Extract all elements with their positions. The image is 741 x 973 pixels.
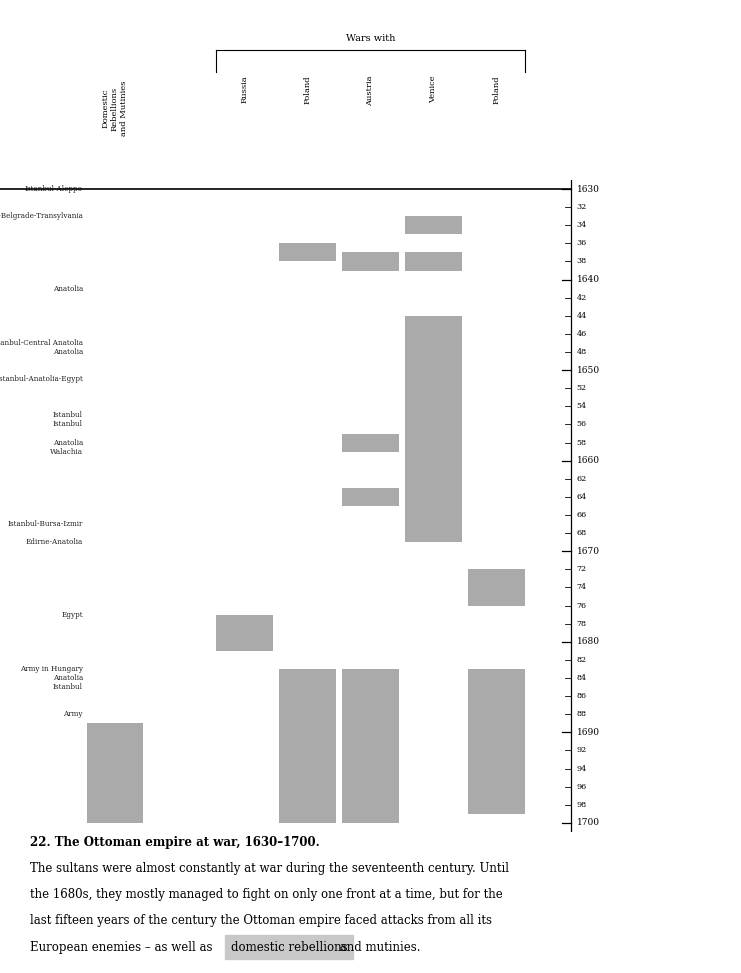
Text: Istanbul-Bursa-Izmir: Istanbul-Bursa-Izmir [7,521,83,528]
Text: 32: 32 [576,203,587,211]
Bar [468,569,525,605]
Text: 1630: 1630 [576,185,599,194]
Text: 56: 56 [576,420,587,428]
Text: 22. The Ottoman empire at war, 1630–1700.: 22. The Ottoman empire at war, 1630–1700… [30,836,319,849]
Text: Anatolia: Anatolia [53,674,83,682]
Bar [216,615,273,651]
Text: European enemies – as well as: European enemies – as well as [30,941,216,954]
Text: 98: 98 [576,801,587,809]
Bar [468,669,525,813]
Text: 1700: 1700 [576,818,599,827]
Text: 34: 34 [576,221,587,230]
Text: 64: 64 [576,493,587,501]
Text: Domestic
Rebellions
and Mutinies: Domestic Rebellions and Mutinies [102,81,128,136]
Text: Anatolia: Anatolia [53,439,83,447]
Text: and mutinies.: and mutinies. [336,941,421,954]
Text: 96: 96 [576,782,587,791]
Text: 62: 62 [576,475,587,483]
Text: 44: 44 [576,311,587,320]
Text: Sivas-Istanbul-Central Anatolia: Sivas-Istanbul-Central Anatolia [0,339,83,347]
Text: Istanbul: Istanbul [53,420,83,428]
Text: Wars with: Wars with [346,34,395,43]
Bar [405,252,462,270]
Text: domestic rebellions: domestic rebellions [230,941,348,954]
Text: 76: 76 [576,601,587,609]
Text: Walachia: Walachia [50,448,83,455]
Text: 1660: 1660 [576,456,599,465]
Text: Egypt: Egypt [62,611,83,619]
Text: 94: 94 [576,765,587,773]
Bar [279,669,336,823]
Text: 86: 86 [576,692,587,701]
Text: 1690: 1690 [576,728,599,737]
Text: Bosna-Belgrade-Transylvania: Bosna-Belgrade-Transylvania [0,212,83,220]
Text: last fifteen years of the century the Ottoman empire faced attacks from all its: last fifteen years of the century the Ot… [30,915,491,927]
Text: Army: Army [64,710,83,718]
Text: Istanbul-Aleppo: Istanbul-Aleppo [25,185,83,193]
Bar [342,434,399,451]
Text: 72: 72 [576,565,587,573]
Text: Istanbul: Istanbul [53,683,83,691]
Bar [279,243,336,262]
Text: 68: 68 [576,529,587,537]
Text: Istanbul: Istanbul [53,412,83,419]
Text: 1640: 1640 [576,275,599,284]
Text: the 1680s, they mostly managed to fight on only one front at a time, but for the: the 1680s, they mostly managed to fight … [30,888,502,901]
Text: 84: 84 [576,674,587,682]
Text: The sultans were almost constantly at war during the seventeenth century. Until: The sultans were almost constantly at wa… [30,862,508,876]
Text: 88: 88 [576,710,586,718]
Text: 1670: 1670 [576,547,599,556]
Text: Austria: Austria [367,76,374,106]
Text: Venice: Venice [430,76,437,103]
Text: 38: 38 [576,258,587,266]
Text: 52: 52 [576,384,587,392]
Bar [342,487,399,506]
Text: 82: 82 [576,656,587,664]
Text: 78: 78 [576,620,586,628]
Bar [342,252,399,270]
Text: 46: 46 [576,330,587,338]
Text: 42: 42 [576,294,587,302]
Bar [405,316,462,542]
Text: 92: 92 [576,746,587,754]
Text: Edirne-Anatolia: Edirne-Anatolia [26,538,83,546]
Text: Anatolia: Anatolia [53,285,83,293]
Bar [87,723,143,823]
Text: Anatolia: Anatolia [53,348,83,356]
Bar [342,669,399,823]
Text: Army in Hungary: Army in Hungary [20,665,83,673]
Text: 1650: 1650 [576,366,599,375]
Text: Poland: Poland [493,76,500,104]
Bar [405,216,462,234]
Text: 36: 36 [576,239,587,247]
Text: Istanbul-Anatolia-Egypt: Istanbul-Anatolia-Egypt [0,376,83,383]
Text: 74: 74 [576,584,587,592]
Text: 48: 48 [576,348,587,356]
Text: 54: 54 [576,403,587,411]
Text: 1680: 1680 [576,637,599,646]
Text: 58: 58 [576,439,586,447]
Text: Poland: Poland [304,76,311,104]
Text: Russia: Russia [241,76,248,103]
Text: 66: 66 [576,511,587,519]
